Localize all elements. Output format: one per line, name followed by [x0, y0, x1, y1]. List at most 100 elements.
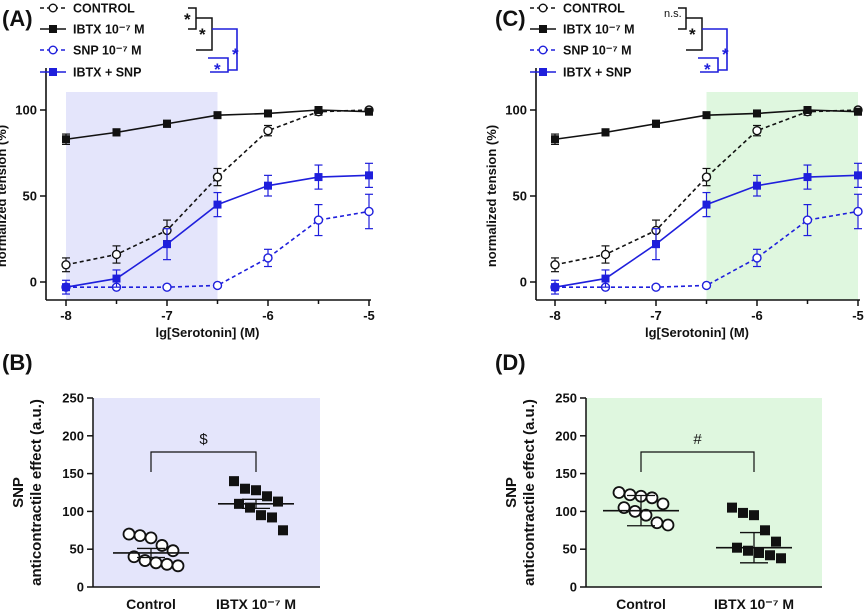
y-tick-label: 0 [77, 580, 84, 595]
y-tick-label: 200 [555, 428, 577, 443]
data-point [163, 119, 171, 128]
data-point [702, 111, 711, 120]
data-point [754, 547, 764, 558]
y-tick-label: 100 [555, 504, 577, 519]
legend-label: SNP 10⁻⁷ M [73, 44, 142, 58]
data-point [765, 550, 775, 561]
sig-bracket [212, 28, 238, 71]
y-tick-label: 150 [62, 466, 84, 481]
legend-marker [539, 25, 547, 33]
chart-panel-d: 0 50 100 150 200 250 SNP anticontractile effect… [503, 391, 822, 609]
data-point [727, 502, 737, 513]
sig-marker: * [232, 45, 239, 64]
sig-marker: * [199, 25, 206, 44]
plot-background [93, 398, 320, 587]
data-point [155, 539, 169, 552]
sig-marker: * [704, 60, 711, 79]
legend-marker [538, 45, 548, 55]
data-point [263, 125, 273, 136]
data-point [550, 260, 560, 270]
panel-label-d: (D) [495, 350, 526, 375]
data-point [652, 240, 660, 249]
y-tick-label: 0 [30, 275, 37, 290]
data-point [166, 544, 180, 558]
y-axis-title-line1: SNP [503, 477, 520, 508]
comparison-bracket [150, 451, 257, 472]
data-point [144, 531, 158, 545]
data-point [213, 200, 222, 209]
sig-bracket [702, 28, 728, 71]
data-point [749, 510, 759, 521]
data-point [802, 215, 813, 225]
legend-label: IBTX + SNP [563, 66, 631, 80]
x-axis-title: lg[Serotonin] (M) [645, 325, 749, 340]
data-point [854, 171, 862, 180]
y-axis-title-line2: anticontractile effect (a.u.) [28, 399, 45, 586]
data-point [263, 253, 273, 263]
data-point [314, 106, 323, 114]
comparison-annotation: # [693, 431, 702, 448]
x-tick-label: -6 [751, 308, 763, 323]
y-tick-label: 250 [62, 391, 84, 406]
data-point [617, 501, 631, 515]
chart-panel-a: 0 50 100 -8 -7 -6 -5 lg[Serotonin] (M) normalize… [0, 2, 375, 341]
category-label: Control [126, 596, 176, 609]
data-point [122, 527, 136, 541]
category-label: IBTX 10⁻⁷ M [216, 596, 296, 609]
legend-marker [539, 68, 547, 76]
y-axis-title-line1: SNP [10, 477, 27, 508]
legend-marker [49, 25, 57, 33]
sig-marker: * [689, 25, 696, 44]
data-point [149, 556, 163, 570]
data-point [213, 111, 222, 120]
data-point [803, 106, 812, 114]
data-point [278, 525, 288, 536]
data-point [267, 512, 277, 523]
panel-label-b: (B) [2, 350, 33, 375]
data-point [62, 135, 70, 144]
sig-marker: * [722, 45, 729, 64]
data-point [262, 491, 272, 502]
y-tick-label: 50 [513, 189, 527, 204]
data-point [314, 173, 323, 182]
data-point [601, 274, 610, 283]
data-point [752, 125, 762, 136]
data-point [313, 215, 324, 225]
data-point [600, 249, 611, 260]
data-point [212, 280, 223, 291]
y-tick-label: 150 [555, 466, 577, 481]
legend-marker [48, 45, 58, 55]
legend-marker [48, 3, 58, 13]
shaded-range [706, 92, 858, 300]
legend-marker [49, 68, 57, 76]
y-tick-label: 100 [505, 103, 527, 118]
legend-label: IBTX 10⁻⁷ M [563, 23, 635, 37]
data-point [171, 559, 185, 573]
data-point [854, 107, 862, 116]
legend-label: CONTROL [563, 2, 625, 16]
y-tick-label: 0 [570, 580, 577, 595]
legend-label: SNP 10⁻⁷ M [563, 44, 632, 58]
data-point [264, 181, 272, 190]
data-point [661, 518, 675, 532]
x-tick-label: -8 [549, 308, 561, 323]
sig-marker: * [214, 60, 221, 79]
data-point [753, 109, 761, 118]
data-point [364, 206, 374, 217]
y-axis-title: normalized tension (%) [484, 125, 499, 267]
data-point [738, 507, 748, 518]
data-point [365, 171, 373, 180]
y-tick-label: 0 [520, 275, 527, 290]
x-tick-label: -7 [650, 308, 662, 323]
data-point [853, 206, 863, 217]
x-tick-label: -7 [161, 308, 173, 323]
data-point [652, 119, 660, 128]
data-point [650, 516, 664, 530]
y-tick-label: 100 [15, 103, 37, 118]
data-point [651, 282, 661, 292]
x-tick-label: -5 [363, 308, 375, 323]
data-point [251, 485, 261, 496]
data-point [760, 525, 770, 536]
data-point [256, 510, 266, 521]
